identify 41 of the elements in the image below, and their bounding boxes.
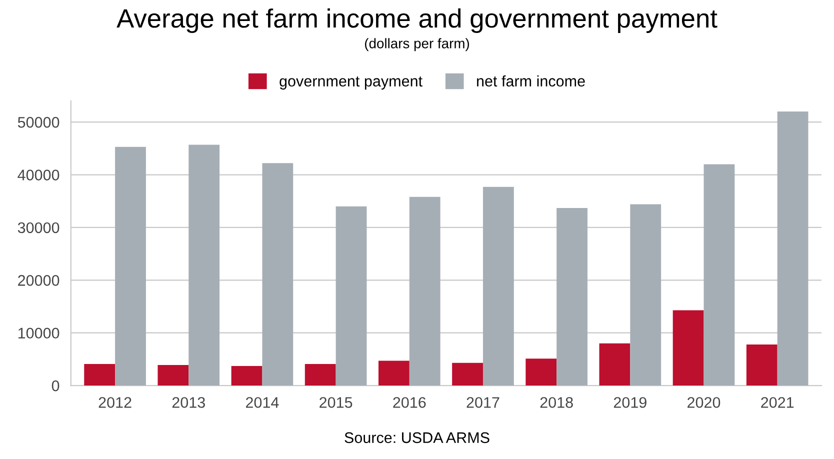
bar [304,364,336,386]
bar [746,344,778,386]
bar [630,204,662,386]
bar [158,365,189,386]
legend-label: government payment [280,76,422,90]
y-tick-label: 40000 [18,170,60,180]
bar [599,343,630,386]
x-tick-label: 2020 [688,397,720,408]
x-tick-label: 2017 [466,397,500,408]
bar [482,186,514,386]
y-tick-label: 0 [52,380,60,392]
bar [452,362,483,386]
bar [231,366,262,386]
y-tick-label: 20000 [18,275,60,286]
bar [672,310,704,386]
legend-label: net farm income [477,75,585,87]
source-note: Source: USDA ARMS [344,432,490,444]
bar [262,163,294,386]
x-tick-label: 2013 [172,397,205,408]
y-tick-label: 10000 [18,328,60,339]
bar [704,164,735,386]
bar [84,364,116,386]
bar [526,358,557,386]
bar [188,144,220,386]
x-tick-label: 2021 [761,397,794,408]
x-tick-label: 2014 [246,397,279,408]
x-tick-label: 2018 [540,397,573,408]
bar [409,196,440,386]
bar [336,206,367,386]
chart-subtitle: (dollars per farm) [365,38,470,52]
x-tick-label: 2016 [393,397,426,408]
bar [378,360,410,386]
x-tick-label: 2012 [98,397,132,408]
y-tick-label: 30000 [18,222,60,234]
x-tick-label: 2019 [614,397,646,408]
bar [115,146,146,386]
bar [777,112,808,386]
x-tick-label: 2015 [320,397,352,408]
chart-title: Average net farm income and government payment [116,8,718,34]
bar [556,208,588,386]
y-tick-label: 50000 [18,116,60,128]
